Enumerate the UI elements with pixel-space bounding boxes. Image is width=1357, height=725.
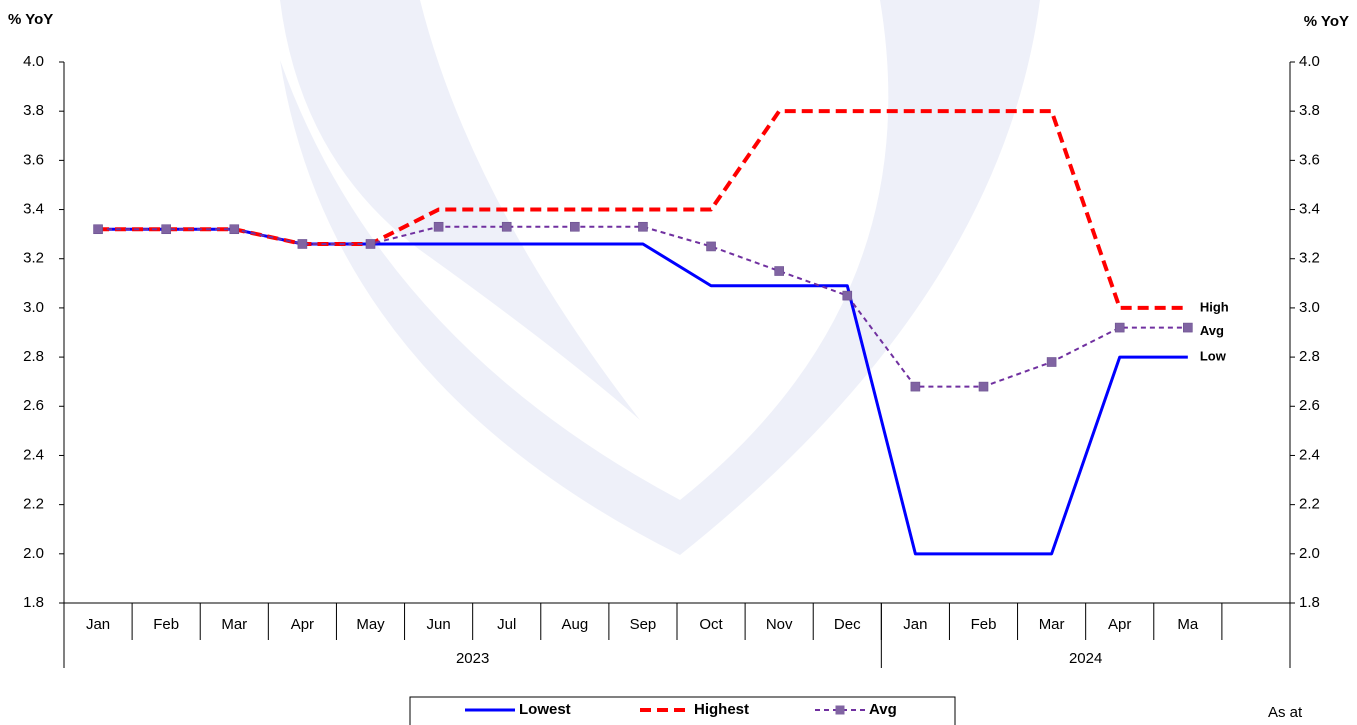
series-marker [570, 221, 580, 232]
series-marker [501, 221, 512, 232]
y-tick-label: 3.6 [23, 151, 44, 168]
y-tick-label: 2.0 [23, 545, 44, 562]
legend-label: Lowest [519, 701, 571, 718]
x-tick-label: Dec [834, 616, 861, 633]
series-marker [706, 241, 716, 252]
y2-tick-label: 4.0 [1299, 53, 1320, 70]
x-tick-label: Nov [766, 616, 793, 633]
y-tick-label: 2.6 [23, 397, 44, 414]
end-label: High [1200, 299, 1229, 314]
x-tick-label: Jun [427, 616, 451, 633]
x-tick-label: Oct [699, 616, 723, 633]
series-line [98, 109, 1188, 310]
y-tick-label: 2.2 [23, 496, 44, 513]
y-tick-label: 2.4 [23, 446, 44, 463]
legend-marker [835, 705, 845, 715]
y-tick-label: 3.2 [23, 250, 44, 267]
series-marker [93, 224, 103, 235]
series-marker [774, 266, 784, 276]
x-tick-label: Jan [86, 616, 110, 633]
series-marker [161, 224, 171, 235]
y2-tick-label: 3.2 [1299, 250, 1320, 267]
y-tick-label: 3.4 [23, 201, 44, 218]
y2-tick-label: 3.8 [1299, 102, 1320, 119]
series-marker [297, 239, 308, 249]
y2-tick-label: 2.2 [1299, 496, 1320, 513]
series-marker [365, 239, 376, 249]
y-tick-label: 1.8 [23, 594, 44, 611]
y2-tick-label: 2.8 [1299, 348, 1320, 365]
series-marker [229, 224, 240, 235]
y2-tick-label: 2.0 [1299, 545, 1320, 562]
y2-tick-label: 3.4 [1299, 201, 1320, 218]
y2-tick-label: 3.6 [1299, 151, 1320, 168]
series-marker [910, 381, 921, 392]
legend-label: Avg [869, 701, 897, 718]
y-axis-label: % YoY [8, 11, 53, 28]
x-tick-label: Apr [291, 616, 314, 633]
x-tick-label: Feb [971, 616, 997, 633]
y-tick-label: 4.0 [23, 53, 44, 70]
series-marker [1046, 357, 1057, 367]
end-label: Low [1200, 349, 1227, 364]
x-tick-label: Mar [1039, 616, 1065, 633]
series-marker [978, 381, 989, 392]
series-marker [433, 221, 444, 232]
x-tick-label: Jul [497, 616, 516, 633]
y2-tick-label: 3.0 [1299, 299, 1320, 316]
x-tick-label: Mar [221, 616, 247, 633]
series-marker [1183, 322, 1193, 333]
x-tick-label: May [356, 616, 385, 633]
group-label: 2024 [1069, 650, 1102, 667]
y-tick-label: 2.8 [23, 348, 44, 365]
y2-tick-label: 2.6 [1299, 397, 1320, 414]
x-tick-label: Sep [630, 616, 657, 633]
x-tick-label: Ma [1177, 616, 1198, 633]
series-line [98, 225, 1188, 388]
legend-label: Highest [694, 701, 749, 718]
watermark-shape [280, 0, 1040, 555]
series-marker [842, 290, 853, 301]
y2-axis-label: % YoY [1304, 13, 1349, 30]
x-tick-label: Feb [153, 616, 179, 633]
x-tick-label: Jan [903, 616, 927, 633]
series-marker [638, 221, 648, 232]
series-marker [1114, 322, 1125, 333]
x-tick-label: Aug [561, 616, 588, 633]
footnote: As at [1268, 704, 1303, 721]
y-tick-label: 3.0 [23, 299, 44, 316]
y2-tick-label: 2.4 [1299, 446, 1320, 463]
group-label: 2023 [456, 650, 489, 667]
x-tick-label: Apr [1108, 616, 1131, 633]
y-tick-label: 3.8 [23, 102, 44, 119]
end-label: Avg [1200, 323, 1224, 338]
watermark-shape [280, 0, 640, 420]
watermark [280, 0, 1040, 555]
y2-tick-label: 1.8 [1299, 594, 1320, 611]
